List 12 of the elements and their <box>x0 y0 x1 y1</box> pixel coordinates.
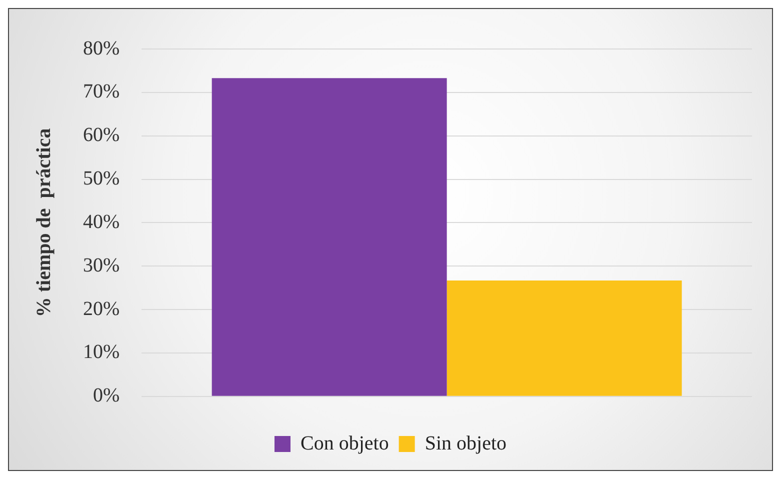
legend-label: Con objeto <box>300 432 389 454</box>
y-tick-label: 60% <box>82 124 120 146</box>
y-tick-label: 10% <box>82 341 120 364</box>
y-tick-label: 30% <box>82 254 120 276</box>
y-tick-label: 80% <box>82 37 120 60</box>
y-tick-label: 70% <box>82 80 120 103</box>
y-tick-label: 50% <box>82 168 120 190</box>
y-tick-label: 0% <box>92 384 120 407</box>
y-tick-label: 40% <box>82 210 120 233</box>
legend-label: Sin objeto <box>424 432 506 454</box>
y-tick-label: 20% <box>82 298 120 320</box>
y-axis-title: % tiempo de práctica <box>33 128 56 318</box>
